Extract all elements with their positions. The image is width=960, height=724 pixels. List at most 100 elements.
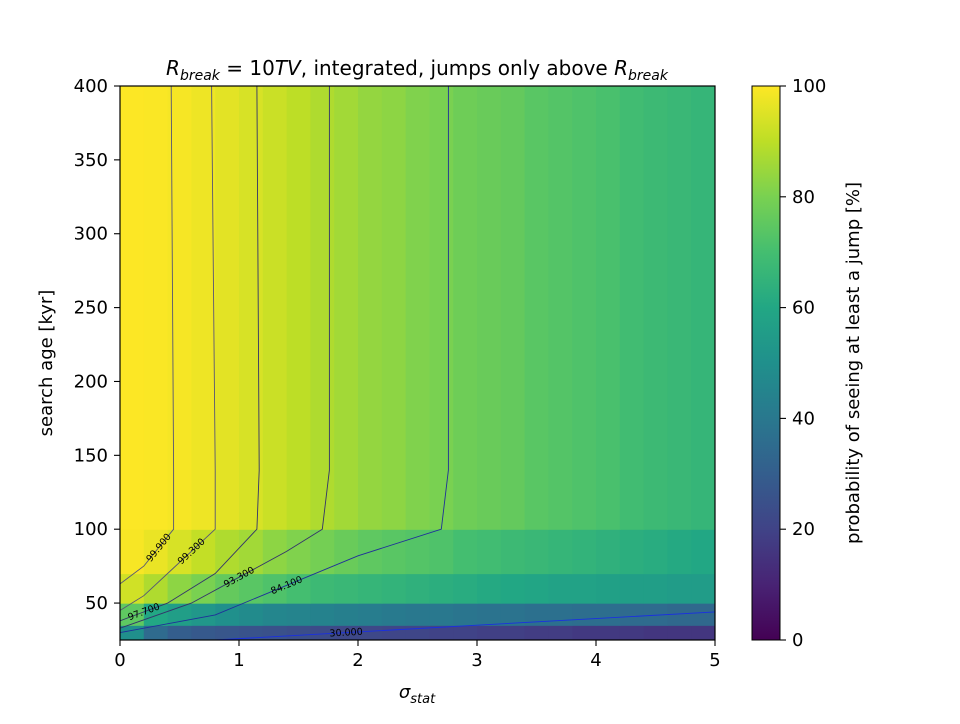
heatmap-cell [477,573,502,604]
heatmap-cell [572,529,597,575]
heatmap-cell [167,625,192,640]
colorbar-label: probability of seeing at least a jump [%… [843,182,864,544]
heatmap-cell [572,625,597,640]
heatmap-cell [191,86,216,530]
heatmap-cell [358,625,383,640]
x-axis-ticks: 0 1 2 3 4 5 [114,640,721,671]
heatmap-cell [239,573,264,604]
colorbar-frame [751,85,781,641]
heatmap-cell [596,529,621,575]
heatmap-cell [667,529,692,575]
heatmap-cell [477,625,502,640]
heatmap-cell [691,573,715,604]
heatmap-cell [334,86,359,530]
y-tick-label: 100 [74,519,108,540]
y-tick-label: 350 [74,150,108,171]
heatmap-cell [381,86,407,530]
x-tick-label: 3 [471,650,482,671]
heatmap-cell [120,603,145,626]
heatmap-cell [120,529,145,575]
heatmap-cell [596,573,621,604]
heatmap-cell [262,86,288,530]
heatmap-cell [667,603,692,626]
heatmap-cell [453,529,478,575]
heatmap-cell [262,625,288,640]
heatmap-cell [286,86,311,530]
heatmap-cell [286,603,311,626]
contour-line [120,86,330,629]
colorbar-tick-label: 40 [792,408,815,429]
heatmap-cell [191,625,216,640]
heatmap-cell [619,625,645,640]
plot-frame [119,85,716,641]
heatmap-cell [429,573,454,604]
heatmap-cell [453,573,478,604]
heatmap-cell [358,86,383,530]
heatmap-cell [500,529,526,575]
heatmap-cell [500,603,526,626]
heatmap-cell [548,86,573,530]
title-text: , integrated, jumps only above [301,56,614,80]
colorbar-tick-label: 60 [792,298,815,319]
heatmap-cell [405,573,430,604]
colorbar-tick-label: 20 [792,519,815,540]
contour-line [120,86,260,622]
heatmap-cell [334,529,359,575]
heatmap-cell [691,603,715,626]
heatmap-cell [286,573,311,604]
heatmap-cell [215,603,240,626]
heatmap-cell [239,86,264,530]
heatmap-cell [358,573,383,604]
heatmap-cell [524,573,549,604]
heatmap-cell [453,603,478,626]
y-tick-label: 300 [74,224,108,245]
heatmap-cell [667,625,692,640]
colorbar [752,86,780,640]
heatmap-cell [143,573,169,604]
heatmap-cell [667,573,692,604]
x-tick-label: 2 [352,650,363,671]
heatmap-cell [310,603,335,626]
x-tick-label: 0 [114,650,125,671]
heatmap-cell [524,529,549,575]
heatmap-cell [500,573,526,604]
heatmap-cell [524,603,549,626]
x-tick-label: 5 [709,650,720,671]
heatmap-cell [477,603,502,626]
heatmap-cell [262,573,288,604]
heatmap-cell [596,86,621,530]
heatmap-cell [405,86,430,530]
y-tick-label: 150 [74,445,108,466]
heatmap-cell [548,573,573,604]
heatmap-cell [667,86,692,530]
contour-line [120,86,175,585]
heatmap-cell [643,603,668,626]
heatmap-cell [215,86,240,530]
heatmap-cell [643,573,668,604]
heatmap-cell [381,529,407,575]
title-tv: TV [275,56,302,80]
y-tick-label: 250 [74,298,108,319]
heatmap-cell [167,573,192,604]
heatmap-cell [691,86,715,530]
x-tick-label: 1 [233,650,244,671]
colorbar-tick-label: 100 [792,76,826,97]
heatmap-cell [262,603,288,626]
heatmap-cell [191,603,216,626]
heatmap-cell [143,603,169,626]
heatmap-cell [239,625,264,640]
x-axis-label-symbol: σ [399,682,411,703]
heatmap-cell [643,529,668,575]
heatmap-cell [429,603,454,626]
heatmap-cell [477,86,502,530]
heatmap-cell [286,625,311,640]
heatmap-cell [691,625,715,640]
heatmap-cell [381,625,407,640]
heatmap-cell [120,86,145,530]
colorbar-tick-label: 80 [792,187,815,208]
contour-line [215,611,715,640]
heatmap-cell [381,573,407,604]
heatmap-cell [572,603,597,626]
x-axis-label: σstat [399,682,436,707]
